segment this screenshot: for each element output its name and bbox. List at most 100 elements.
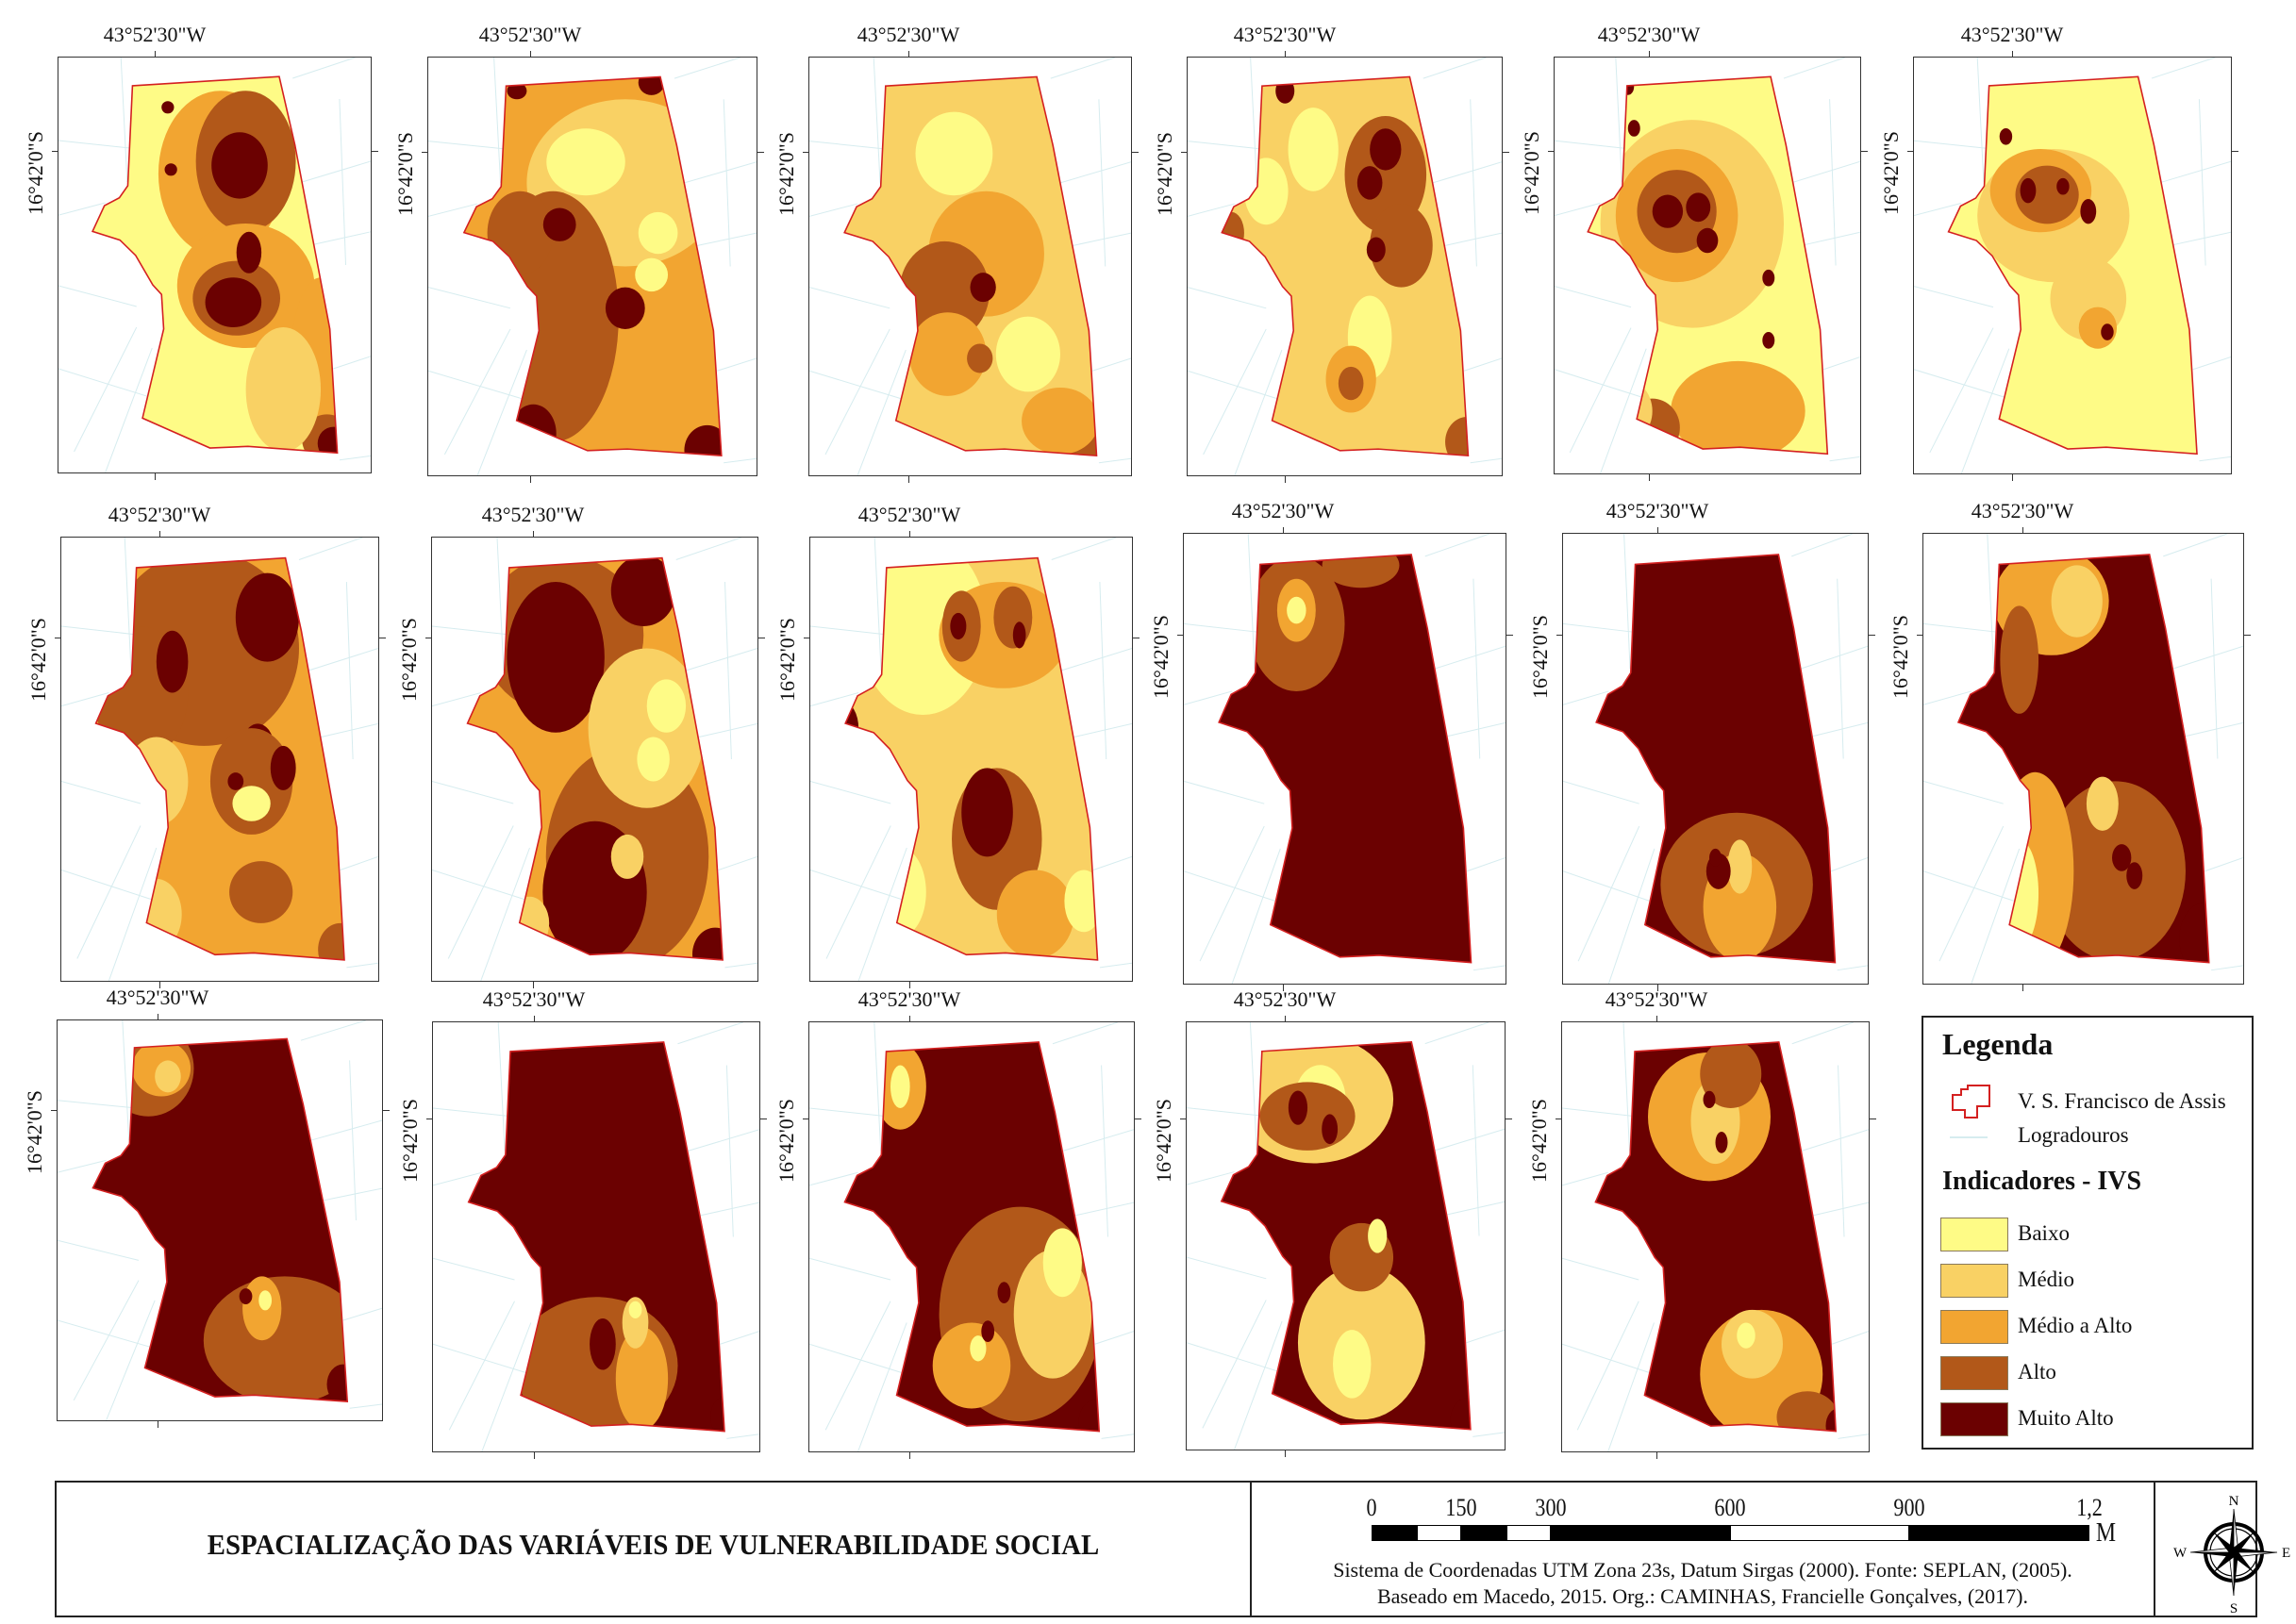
tick-mark [1556, 635, 1563, 636]
latitude-label: 16°42'0"S [1528, 615, 1552, 699]
latitude-label: 16°42'0"S [26, 618, 50, 702]
latitude-label: 16°42'0"S [1888, 615, 1912, 699]
legend-section-title: Indicadores - IVS [1942, 1167, 2142, 1196]
map-frame [1562, 533, 1869, 985]
boundary-outline [1956, 554, 2210, 964]
boundary-outline [1595, 554, 1837, 964]
map-frame [58, 57, 372, 473]
tick-mark [1656, 1016, 1657, 1022]
tick-mark [533, 982, 534, 988]
legend-swatch-medio [1940, 1264, 2008, 1298]
scale-segment [1730, 1525, 1909, 1541]
ivs-map [58, 1020, 382, 1420]
tick-mark [2022, 527, 2023, 534]
longitude-label: 43°52'30"W [857, 503, 961, 526]
ivs-map [1184, 534, 1506, 984]
tick-mark [2022, 985, 2023, 991]
map-frame [427, 57, 757, 476]
svg-text:W: W [2173, 1546, 2188, 1561]
boundary-outline [1220, 1040, 1472, 1431]
longitude-label: 43°52'30"W [1233, 23, 1337, 46]
tick-mark [757, 152, 764, 153]
credits-line-2: Baseado em Macedo, 2015. Org.: CAMINHAS,… [1376, 1584, 2028, 1608]
longitude-label: 43°52'30"W [482, 987, 586, 1011]
map-frame [432, 1021, 760, 1452]
tick-mark [909, 982, 910, 988]
footer-divider [1250, 1483, 1252, 1616]
ivs-map [809, 58, 1131, 475]
map-frame [57, 1019, 383, 1421]
tick-mark [1283, 527, 1284, 534]
longitude-label: 43°52'30"W [1233, 987, 1337, 1011]
scale-segment [1461, 1525, 1506, 1541]
map-frame [1913, 57, 2232, 474]
tick-mark [908, 476, 909, 483]
boundary-outline [466, 556, 724, 961]
svg-text:N: N [2229, 1494, 2239, 1509]
longitude-label: 43°52'30"W [1606, 499, 1709, 522]
legend-streets-label: Logradouros [2018, 1123, 2129, 1147]
scale-segment [1909, 1525, 2089, 1541]
tick-mark [1285, 1450, 1286, 1457]
scale-label: 0 [1366, 1494, 1377, 1521]
longitude-label: 43°52'30"W [478, 23, 582, 46]
boundary-outline [1218, 554, 1472, 964]
boundary-outline [91, 75, 339, 455]
longitude-label: 43°52'30"W [481, 503, 585, 526]
latitude-label: 16°42'0"S [774, 132, 798, 216]
tick-mark [530, 476, 531, 483]
tick-mark [1656, 1452, 1657, 1459]
boundary-outline [467, 1041, 725, 1433]
tick-mark [1649, 474, 1650, 481]
tick-mark [534, 1452, 535, 1459]
legend-label-baixo: Baixo [2018, 1221, 2070, 1245]
map-title: ESPACIALIZAÇÃO DAS VARIÁVEIS DE VULNERAB… [207, 1528, 1100, 1561]
longitude-label: 43°52'30"W [108, 503, 211, 526]
map-frame [1183, 533, 1506, 985]
tick-mark [1649, 51, 1650, 58]
streets-symbol-icon [1950, 1136, 1988, 1138]
tick-mark [1132, 152, 1139, 153]
tick-mark [51, 1110, 58, 1111]
tick-mark [1907, 151, 1914, 152]
tick-mark [159, 982, 160, 988]
ivs-map [1914, 58, 2231, 473]
scale-segment [1506, 1525, 1551, 1541]
tick-mark [372, 151, 378, 152]
tick-mark [1657, 527, 1658, 534]
tick-mark [1283, 985, 1284, 991]
scale-unit: M [2095, 1518, 2117, 1548]
tick-mark [534, 1016, 535, 1022]
scale-segment [1551, 1525, 1730, 1541]
tick-mark [1548, 151, 1555, 152]
tick-mark [533, 531, 534, 538]
latitude-label: 16°42'0"S [775, 618, 799, 702]
map-frame [1554, 57, 1861, 474]
longitude-label: 43°52'30"W [1960, 23, 2064, 46]
footer-divider [2154, 1483, 2155, 1616]
compass-rose-icon: N S E W [2173, 1494, 2290, 1616]
ivs-map [1563, 534, 1868, 984]
map-frame [60, 537, 379, 982]
legend: Legenda V. S. Francisco de Assis Logrado… [1922, 1016, 2254, 1450]
latitude-label: 16°42'0"S [393, 132, 417, 216]
tick-mark [1861, 151, 1868, 152]
scale-label: 150 [1445, 1494, 1477, 1521]
ivs-map [809, 1022, 1134, 1451]
boundary-outline [1947, 75, 2198, 456]
longitude-label: 43°52'30"W [103, 23, 207, 46]
tick-mark [909, 1452, 910, 1459]
tick-mark [909, 1016, 910, 1022]
ivs-map [432, 538, 757, 981]
ivs-map [810, 538, 1132, 981]
legend-boundary-label: V. S. Francisco de Assis [2018, 1089, 2226, 1113]
boundary-symbol-icon [1952, 1085, 1990, 1119]
tick-mark [1285, 51, 1286, 58]
boundary-outline [94, 556, 345, 961]
tick-mark [1506, 635, 1513, 636]
latitude-label: 16°42'0"S [1879, 131, 1903, 215]
tick-mark [2012, 51, 2013, 58]
tick-mark [908, 51, 909, 58]
latitude-label: 16°42'0"S [397, 618, 421, 702]
tick-mark [155, 473, 156, 480]
